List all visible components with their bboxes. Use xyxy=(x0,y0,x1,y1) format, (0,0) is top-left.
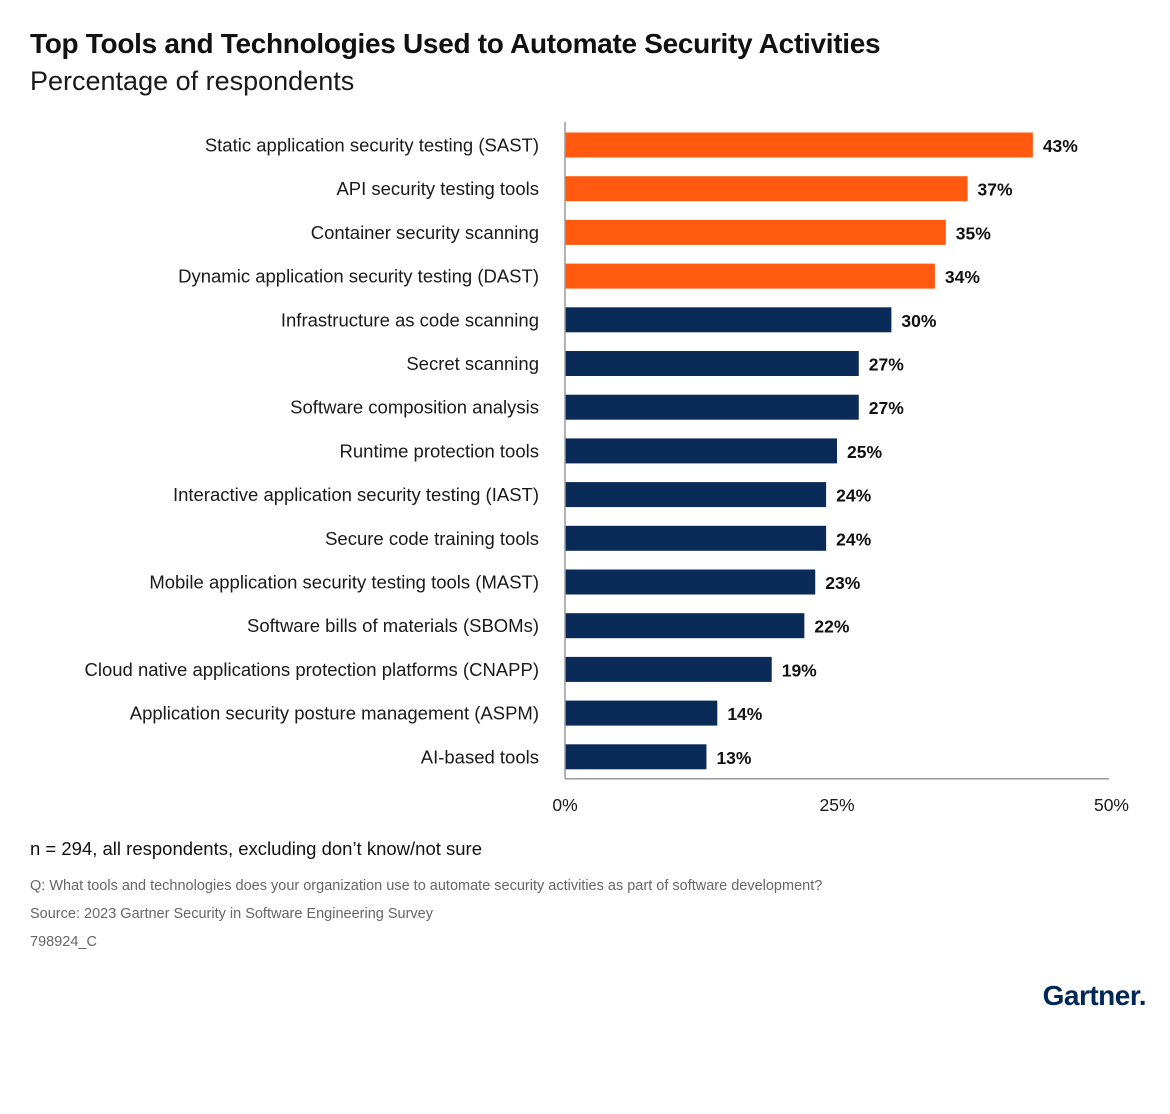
value-label: 14% xyxy=(727,704,762,724)
brand-dot: . xyxy=(1138,980,1147,1011)
value-label: 25% xyxy=(847,442,882,462)
source-note: Source: 2023 Gartner Security in Softwar… xyxy=(30,906,433,922)
category-label: Infrastructure as code scanning xyxy=(281,309,539,330)
category-label: Secret scanning xyxy=(406,353,539,374)
bar xyxy=(565,744,707,770)
bar xyxy=(565,176,968,202)
x-tick-label: 0% xyxy=(552,795,577,815)
category-label: Software bills of materials (SBOMs) xyxy=(247,615,539,636)
bars-group: Static application security testing (SAS… xyxy=(85,132,1078,770)
bar xyxy=(565,132,1033,158)
value-label: 24% xyxy=(836,529,871,549)
chart-subtitle: Percentage of respondents xyxy=(30,66,355,96)
gartner-logo: Gartner. xyxy=(1042,980,1147,1012)
brand-name: Gartner xyxy=(1042,980,1140,1011)
category-label: Container security scanning xyxy=(311,222,539,243)
bar xyxy=(565,482,827,508)
value-label: 23% xyxy=(825,573,860,593)
bar xyxy=(565,525,827,551)
category-label: Application security posture management … xyxy=(130,703,539,724)
category-label: Cloud native applications protection pla… xyxy=(85,659,540,680)
bar xyxy=(565,613,805,639)
category-label: Mobile application security testing tool… xyxy=(149,572,539,593)
x-tick-label: 50% xyxy=(1094,795,1129,815)
x-tick-label: 25% xyxy=(819,795,854,815)
figure-code: 798924_C xyxy=(30,934,97,950)
value-label: 27% xyxy=(869,398,904,418)
bar-chart: Static application security testing (SAS… xyxy=(85,122,1129,815)
value-label: 35% xyxy=(956,223,991,243)
category-label: AI-based tools xyxy=(421,746,539,767)
sample-note: n = 294, all respondents, excluding don’… xyxy=(30,838,483,859)
category-label: Secure code training tools xyxy=(325,528,539,549)
survey-question: Q: What tools and technologies does your… xyxy=(30,878,823,894)
bar xyxy=(565,438,837,464)
value-label: 30% xyxy=(901,311,936,331)
value-label: 24% xyxy=(836,486,871,506)
value-label: 27% xyxy=(869,355,904,375)
value-label: 22% xyxy=(814,617,849,637)
category-label: Runtime protection tools xyxy=(340,440,540,461)
category-label: Dynamic application security testing (DA… xyxy=(178,266,539,287)
category-label: Software composition analysis xyxy=(290,397,539,418)
bar xyxy=(565,351,859,376)
bar xyxy=(565,656,772,682)
bar xyxy=(565,307,892,333)
value-label: 13% xyxy=(716,748,751,768)
category-label: Interactive application security testing… xyxy=(173,484,539,505)
bar xyxy=(565,219,946,245)
value-label: 43% xyxy=(1043,136,1078,156)
bar xyxy=(565,394,859,420)
value-label: 19% xyxy=(782,660,817,680)
chart-title: Top Tools and Technologies Used to Autom… xyxy=(30,28,881,59)
value-label: 37% xyxy=(978,180,1013,200)
x-axis-ticks: 0% 25% 50% xyxy=(552,795,1129,815)
bar xyxy=(565,700,718,726)
bar xyxy=(565,569,816,595)
category-label: API security testing tools xyxy=(336,178,539,199)
bar xyxy=(565,263,935,289)
category-label: Static application security testing (SAS… xyxy=(205,135,539,156)
value-label: 34% xyxy=(945,267,980,287)
